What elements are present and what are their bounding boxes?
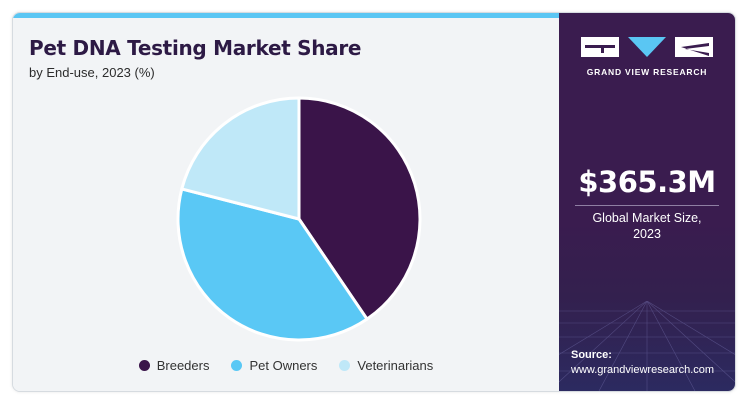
legend-item-breeders: Breeders	[138, 358, 210, 373]
market-size-label-line1: Global Market Size,	[592, 211, 702, 225]
legend-label: Pet Owners	[249, 358, 318, 373]
market-size-label: Global Market Size, 2023	[559, 210, 735, 242]
legend-item-pet-owners: Pet Owners	[231, 358, 317, 373]
chart-card: Pet DNA Testing Market Share by End-use,…	[12, 12, 736, 392]
pie-slice-veterinarians	[180, 96, 301, 221]
legend-label: Veterinarians	[357, 358, 434, 373]
legend-swatch	[339, 360, 351, 371]
market-size-value: $365.3M	[578, 165, 716, 199]
market-size-label-line2: 2023	[633, 227, 661, 241]
pie-chart	[176, 96, 422, 342]
legend-swatch	[138, 360, 150, 371]
chart-title: Pet DNA Testing Market Share	[29, 36, 362, 60]
source-url[interactable]: www.grandviewresearch.com	[571, 364, 715, 376]
pie-slice-pet-owners	[176, 187, 369, 342]
chart-subtitle: by End-use, 2023 (%)	[29, 65, 155, 80]
legend-item-veterinarians: Veterinarians	[339, 358, 433, 373]
legend-swatch	[231, 360, 243, 371]
source-label: Source:	[571, 349, 612, 361]
info-sidebar: GRAND VIEW RESEARCH $365.3M Global Marke…	[559, 13, 735, 391]
grid-floor-decoration	[559, 301, 735, 391]
pie-slice-breeders	[297, 96, 422, 321]
grand-view-research-logo	[581, 37, 713, 57]
chart-panel: Pet DNA Testing Market Share by End-use,…	[13, 13, 559, 391]
brand-name: GRAND VIEW RESEARCH	[586, 67, 708, 77]
chart-legend: Breeders Pet Owners Veterinarians	[13, 358, 559, 373]
divider	[575, 205, 719, 206]
legend-label: Breeders	[156, 358, 210, 373]
